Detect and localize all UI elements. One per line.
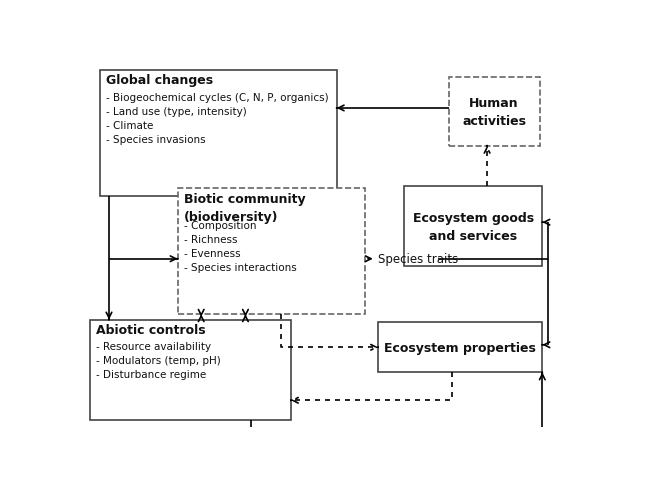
Text: Biotic community
(biodiversity): Biotic community (biodiversity): [184, 192, 306, 223]
Bar: [177, 189, 366, 314]
Text: Abiotic controls: Abiotic controls: [97, 324, 206, 336]
Bar: [378, 323, 542, 372]
Text: - Composition
- Richness
- Evenness
- Species interactions: - Composition - Richness - Evenness - Sp…: [184, 220, 297, 272]
Bar: [405, 187, 542, 266]
Text: Human
activities: Human activities: [462, 96, 526, 128]
Text: Ecosystem properties: Ecosystem properties: [384, 341, 536, 354]
Bar: [449, 78, 540, 146]
Bar: [99, 71, 337, 196]
Text: Ecosystem goods
and services: Ecosystem goods and services: [413, 211, 534, 242]
Text: - Resource availability
- Modulators (temp, pH)
- Disturbance regime: - Resource availability - Modulators (te…: [97, 341, 221, 379]
Bar: [90, 320, 291, 420]
Text: - Biogeochemical cycles (C, N, P, organics)
- Land use (type, intensity)
- Clima: - Biogeochemical cycles (C, N, P, organi…: [106, 93, 329, 144]
Text: Global changes: Global changes: [106, 74, 213, 87]
Text: Species traits: Species traits: [378, 252, 458, 265]
